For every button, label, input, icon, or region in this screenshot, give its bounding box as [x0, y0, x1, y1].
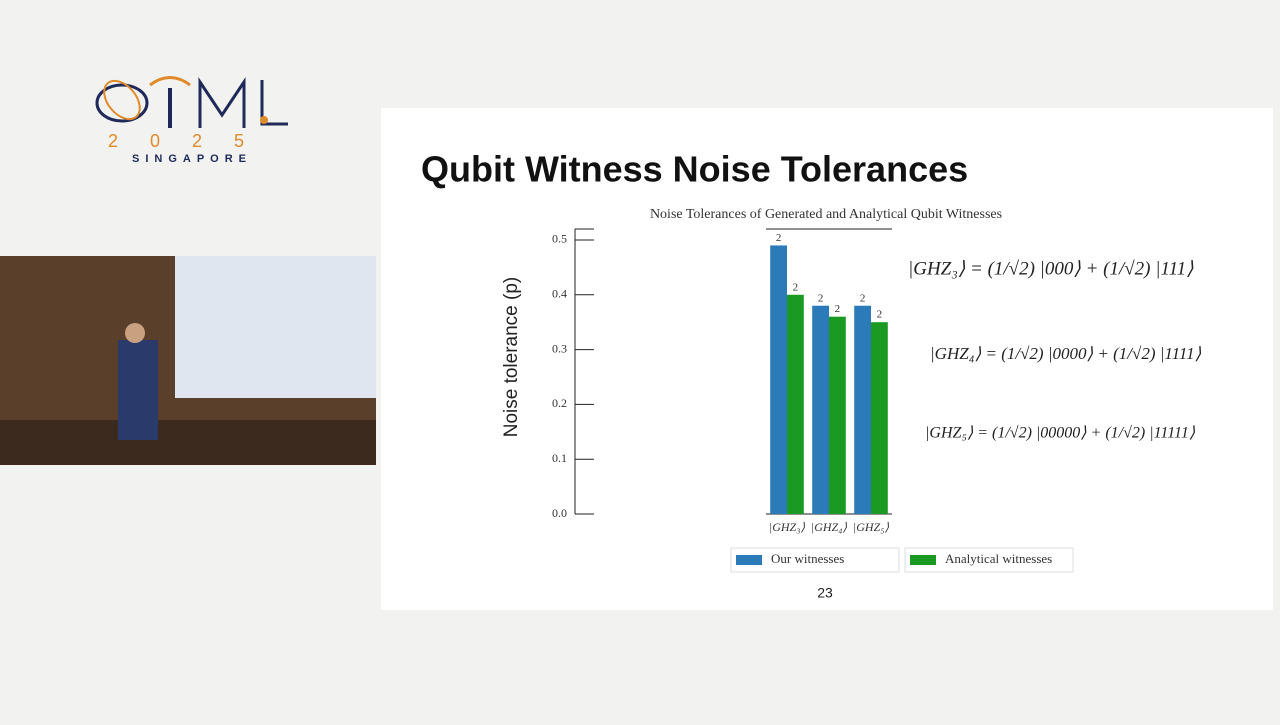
logo-dot	[260, 116, 268, 124]
chart-title: Noise Tolerances of Generated and Analyt…	[650, 207, 1002, 222]
y-tick-label: 0.2	[552, 396, 567, 410]
y-tick-label: 0.3	[552, 341, 567, 355]
bar	[812, 305, 829, 514]
x-tick-label: |GHZ₅⟩	[853, 520, 889, 534]
equation: |GHZ₃⟩ = (1/√2) |000⟩ + (1/√2) |111⟩	[908, 258, 1194, 279]
legend-label: Analytical witnesses	[945, 551, 1052, 566]
y-tick-label: 0.4	[552, 287, 567, 301]
bar-label: 2	[818, 292, 824, 304]
bar-label: 2	[877, 309, 883, 321]
video-floor	[0, 420, 376, 465]
bar	[871, 322, 888, 514]
legend-label: Our witnesses	[771, 551, 844, 566]
logo-t-top	[149, 76, 191, 87]
equation: |GHZ₅⟩ = (1/√2) |00000⟩ + (1/√2) |11111⟩	[925, 425, 1196, 442]
bar-label: 2	[860, 292, 866, 304]
logo: 2025 SINGAPORE	[95, 76, 288, 165]
bar	[787, 294, 804, 514]
page-number: 23	[817, 585, 833, 601]
logo-orbit	[103, 79, 141, 121]
logo-year: 2025	[108, 131, 276, 151]
bar	[770, 245, 787, 514]
logo-l	[260, 80, 288, 126]
equation: |GHZ₄⟩ = (1/√2) |0000⟩ + (1/√2) |1111⟩	[930, 344, 1202, 363]
y-tick-label: 0.1	[552, 451, 567, 465]
x-tick-label: |GHZ₄⟩	[811, 520, 847, 534]
bar	[854, 305, 871, 514]
legend-swatch	[910, 555, 936, 565]
slide-title: Qubit Witness Noise Tolerances	[421, 149, 968, 190]
y-axis-label: Noise tolerance (p)	[501, 277, 522, 438]
logo-q	[95, 83, 149, 123]
speaker-video	[0, 256, 376, 465]
logo-place: SINGAPORE	[132, 153, 252, 165]
bar	[829, 316, 846, 514]
y-tick-label: 0.5	[552, 232, 567, 246]
x-tick-label: |GHZ₃⟩	[769, 520, 805, 534]
speaker-head	[125, 323, 145, 343]
bar-label: 2	[776, 232, 782, 244]
logo-m	[198, 77, 246, 128]
bar-label: 2	[835, 303, 841, 315]
bar-label: 2	[793, 281, 799, 293]
projected-screen	[175, 256, 376, 398]
legend-swatch	[736, 555, 762, 565]
y-tick-label: 0.0	[552, 506, 567, 520]
speaker	[118, 340, 158, 440]
